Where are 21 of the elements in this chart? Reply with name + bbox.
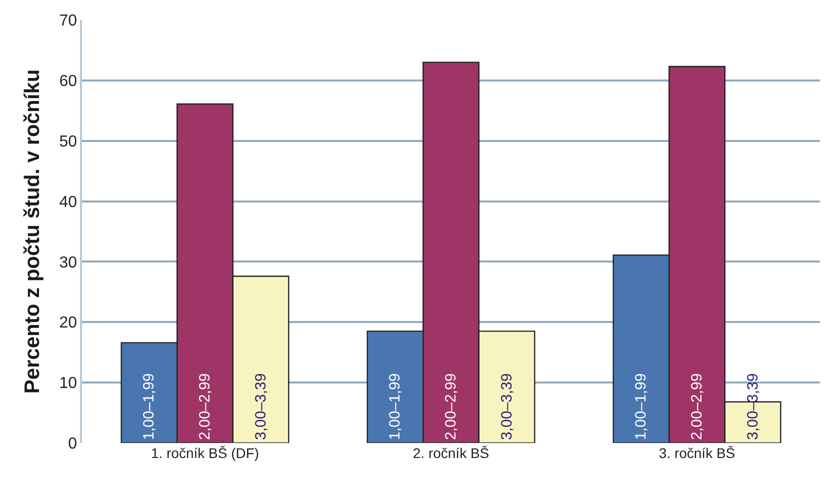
text: 2,00–2,99 bbox=[688, 373, 706, 440]
text: 3,00–3,39 bbox=[498, 373, 516, 440]
x-tick-label: 1. ročník BŠ (DF) bbox=[150, 445, 260, 461]
y-tick-label: 20 bbox=[59, 314, 78, 332]
text: 2,00–2,99 bbox=[442, 373, 460, 440]
series-label: 1,00–1,99 bbox=[140, 373, 158, 440]
x-tick-label: 2. ročník BŠ bbox=[412, 445, 490, 461]
y-axis-title: Percento z počtu štud. v ročníku bbox=[20, 69, 44, 394]
text: 1,00–1,99 bbox=[632, 373, 650, 440]
y-tick-label: 40 bbox=[59, 194, 78, 211]
x-tick-label: 3. ročník BŠ bbox=[658, 445, 736, 461]
y-tick-label: 50 bbox=[59, 133, 78, 150]
y-tick-label: 60 bbox=[59, 73, 78, 90]
y-tick-label: 10 bbox=[59, 375, 78, 392]
text: 1,00–1,99 bbox=[386, 373, 404, 440]
y-tick-label: 0 bbox=[68, 436, 78, 453]
y-tick-label: 70 bbox=[59, 12, 78, 30]
series-label: 2,00–2,99 bbox=[196, 373, 214, 440]
text: 3,00–3,39 bbox=[744, 373, 762, 440]
series-label: 3,00–3,39 bbox=[252, 373, 270, 440]
y-tick-label: 30 bbox=[59, 254, 78, 272]
